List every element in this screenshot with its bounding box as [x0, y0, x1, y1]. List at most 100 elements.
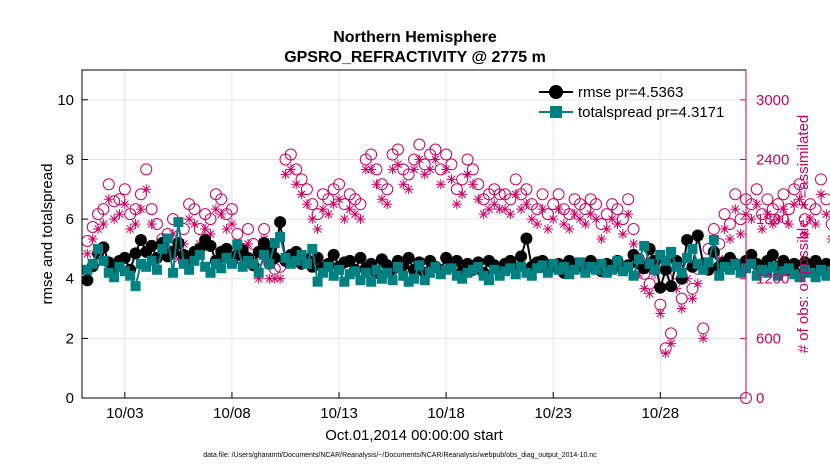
assimilated-obs-point	[676, 303, 687, 314]
rmse-point	[691, 229, 704, 242]
possible-obs-point	[622, 193, 635, 206]
possible-obs-point	[809, 203, 822, 216]
totalspread-point	[767, 261, 778, 272]
totalspread-point	[398, 270, 409, 281]
possible-obs-point	[552, 188, 565, 201]
totalspread-point	[205, 267, 216, 278]
totalspread-point	[548, 258, 559, 269]
possible-obs-point	[225, 203, 238, 216]
assimilated-obs-point	[473, 194, 484, 205]
possible-obs-point	[627, 223, 640, 236]
totalspread-point	[98, 255, 109, 266]
assimilated-obs-point	[623, 209, 634, 220]
totalspread-point	[419, 275, 430, 286]
assimilated-obs-point	[130, 219, 141, 230]
y2-tick-label: 600	[756, 330, 781, 347]
possible-obs-point	[118, 183, 131, 196]
totalspread-point	[585, 261, 596, 272]
totalspread-point	[162, 233, 173, 244]
totalspread-point	[714, 270, 725, 281]
totalspread-point	[810, 272, 821, 283]
totalspread-point	[655, 249, 666, 260]
assimilated-obs-point	[617, 229, 628, 239]
totalspread-point	[210, 258, 221, 269]
totalspread-point	[301, 258, 312, 269]
assimilated-obs-point	[821, 209, 830, 220]
assimilated-obs-point	[655, 308, 666, 319]
x-tick-label: 10/03	[106, 405, 144, 422]
assimilated-obs-point	[724, 233, 735, 244]
totalspread-point	[564, 269, 575, 280]
totalspread-point	[441, 264, 452, 275]
totalspread-point	[569, 264, 580, 275]
assimilated-obs-point	[441, 164, 452, 175]
totalspread-point	[483, 275, 494, 286]
totalspread-point	[510, 269, 521, 280]
totalspread-point	[141, 261, 152, 272]
possible-obs-point	[258, 223, 271, 236]
totalspread-point	[805, 267, 816, 278]
totalspread-point	[366, 276, 377, 287]
totalspread-point	[216, 263, 227, 274]
assimilated-obs-point	[291, 179, 302, 190]
totalspread-point	[323, 261, 334, 272]
totalspread-point	[285, 258, 296, 269]
possible-obs-point	[381, 183, 394, 196]
assimilated-obs-point	[189, 219, 200, 230]
assimilated-obs-point	[660, 348, 671, 359]
totalspread-point	[168, 267, 179, 278]
assimilated-obs-point	[483, 204, 494, 215]
axis-ticks: 0 2 4 6 8 10 0 600 1200 1800 2400 3000 10/03 10/08 10/…	[57, 92, 789, 422]
rmse-point	[659, 263, 672, 276]
assimilated-obs-point	[451, 199, 462, 210]
rmse-point	[204, 239, 217, 252]
rmse-point	[354, 251, 367, 264]
assimilated-obs-point	[323, 209, 334, 220]
totalspread-point	[558, 261, 569, 272]
totalspread-point	[724, 264, 735, 275]
assimilated-obs-point	[794, 194, 805, 205]
totalspread-point	[194, 249, 205, 260]
possible-obs-point	[761, 193, 774, 206]
possible-obs-point	[729, 188, 742, 201]
totalspread-point	[344, 269, 355, 280]
totalspread-point	[232, 239, 243, 250]
assimilated-obs-point	[607, 214, 618, 225]
possible-obs-point	[204, 213, 217, 226]
totalspread-point	[135, 258, 146, 269]
y-tick-label: 0	[66, 390, 74, 407]
totalspread-point	[355, 275, 366, 286]
assimilated-obs-point	[521, 199, 532, 210]
assimilated-obs-point	[628, 238, 639, 249]
possible-obs-point	[675, 292, 688, 305]
assimilated-obs-point	[478, 209, 489, 220]
assimilated-obs-point	[505, 209, 516, 220]
assimilated-obs-point	[569, 209, 580, 220]
totalspread-point	[666, 246, 677, 257]
totalspread-point	[119, 266, 130, 277]
assimilated-obs-point	[355, 214, 366, 225]
assimilated-obs-point	[542, 224, 553, 235]
totalspread-point	[698, 264, 709, 275]
totalspread-point	[628, 270, 639, 281]
totalspread-point	[457, 273, 468, 284]
possible-obs-point	[215, 193, 228, 206]
totalspread-point	[692, 258, 703, 269]
totalspread-point	[392, 261, 403, 272]
possible-obs-point	[413, 138, 426, 151]
assimilated-obs-point	[532, 219, 543, 230]
totalspread-point	[521, 267, 532, 278]
possible-obs-point	[697, 322, 710, 335]
y2-axis-label: # of obs: o=possible; ∗=assimilated	[795, 115, 812, 354]
y-axis-label: rmse and totalspread	[39, 164, 56, 305]
totalspread-point	[719, 261, 730, 272]
totalspread-point	[350, 266, 361, 277]
possible-obs-point	[102, 178, 115, 191]
totalspread-point	[746, 258, 757, 269]
assimilated-obs-point	[141, 184, 152, 195]
y-tick-label: 6	[66, 211, 74, 228]
possible-obs-point	[665, 327, 678, 340]
rmse-point	[681, 233, 694, 246]
totalspread-point	[317, 267, 328, 278]
